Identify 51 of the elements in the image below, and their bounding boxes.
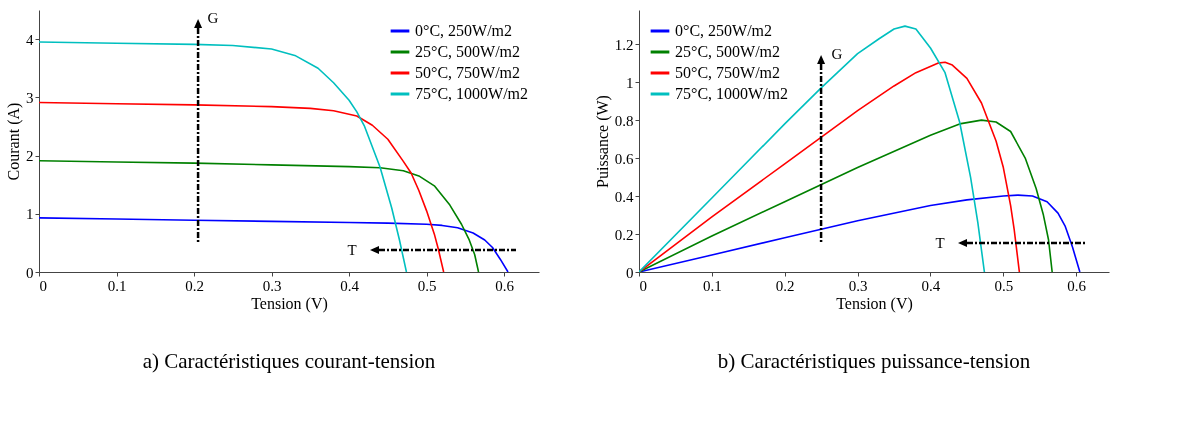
y-tick-label: 1: [26, 206, 34, 223]
annotation: G: [831, 46, 843, 62]
legend-label: 0°C, 250W/m2: [675, 22, 773, 39]
legend-label: 0°C, 250W/m2: [415, 22, 513, 39]
y-tick-label: 0.2: [614, 226, 634, 243]
legend-label: 75°C, 1000W/m2: [675, 85, 789, 102]
line-series: [39, 160, 480, 272]
legend-label: 75°C, 1000W/m2: [415, 85, 529, 102]
text: b) Caractéristiques puissance-tension: [717, 349, 1031, 373]
x-tick-label: 0: [39, 277, 47, 294]
x-tick-label: 0.2: [775, 277, 795, 294]
line-series: [639, 25, 986, 272]
y-tick-label: 4: [26, 31, 34, 48]
y-tick-label: 3: [26, 89, 34, 106]
text: a) Caractéristiques courant-tension: [142, 349, 436, 373]
legend-label: 50°C, 750W/m2: [675, 64, 781, 81]
annotation: T: [347, 242, 357, 258]
x-tick-label: 0: [639, 277, 647, 294]
y-axis-title: Puissance (W): [593, 95, 612, 188]
x-tick-label: 0.2: [185, 277, 204, 294]
x-tick-label: 0.5: [994, 277, 1014, 294]
line-series: [39, 101, 445, 272]
line-series: [639, 119, 1053, 272]
x-tick-label: 0.4: [921, 277, 941, 294]
y-tick-label: 1: [626, 74, 634, 91]
x-tick-label: 0.3: [262, 277, 282, 294]
y-tick-label: 0.8: [614, 112, 634, 129]
y-tick-label: 2: [26, 148, 34, 165]
annotation: G: [207, 10, 219, 26]
x-tick-label: 0.3: [848, 277, 868, 294]
y-axis-title: Courant (A): [5, 102, 23, 181]
y-tick-label: 0: [626, 264, 634, 281]
x-tick-label: 0.6: [495, 277, 515, 294]
x-tick-label: 0.1: [702, 277, 722, 294]
x-tick-label: 0.6: [1067, 277, 1087, 294]
line-series: [39, 217, 509, 272]
y-tick-label: 0: [26, 264, 34, 281]
x-tick-label: 0.1: [107, 277, 127, 294]
x-tick-label: 0.5: [417, 277, 437, 294]
x-axis-title: Tension (V): [836, 294, 913, 313]
legend-label: 25°C, 500W/m2: [415, 43, 521, 60]
annotation: T: [935, 235, 945, 251]
legend-label: 50°C, 750W/m2: [415, 64, 521, 81]
x-tick-label: 0.4: [340, 277, 360, 294]
y-tick-label: 0.6: [614, 150, 634, 167]
x-axis-title: Tension (V): [251, 294, 328, 313]
legend-label: 25°C, 500W/m2: [675, 43, 781, 60]
line-series: [639, 194, 1081, 272]
y-tick-label: 1.2: [614, 36, 634, 53]
line-series: [39, 41, 408, 272]
y-tick-label: 0.4: [614, 188, 634, 205]
